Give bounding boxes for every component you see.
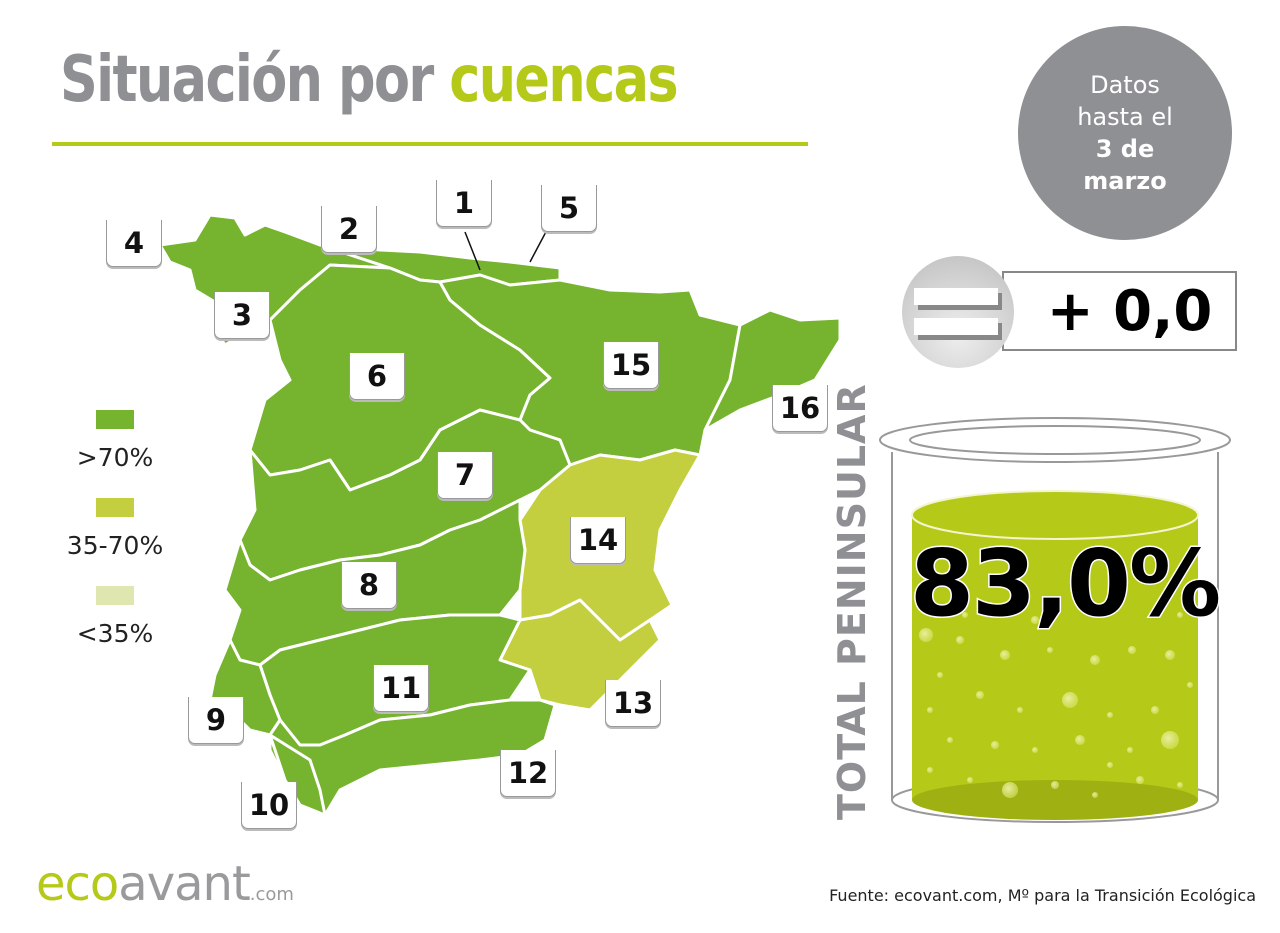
legend-swatch [96,586,134,605]
legend-label: >70% [76,443,154,472]
legend-label: <35% [76,619,154,648]
legend-swatch [96,410,134,429]
page-title: Situación por cuencas [60,40,679,120]
basin-badge-11: 11 [373,665,429,712]
date-line4: marzo [1083,167,1167,195]
date-line3: 3 de [1095,135,1155,163]
equal-icon [902,256,1014,368]
title-underline [52,142,808,146]
source-note: Fuente: ecovant.com, Mº para la Transici… [829,886,1256,905]
basin-badge-2: 2 [321,206,377,253]
basin-badge-16: 16 [772,385,828,432]
date-badge: Datos hasta el 3 de marzo [1018,26,1232,240]
title-part1: Situación por [60,43,434,117]
basin-badge-15: 15 [603,342,659,389]
date-line1: Datos [1090,71,1160,99]
basin-badge-8: 8 [341,562,397,609]
logo-avant: avant [118,856,250,912]
legend-label: 35-70% [66,531,164,560]
basin-badge-3: 3 [214,292,270,339]
total-percentage: 83,0% [909,529,1223,639]
basin-badge-9: 9 [188,697,244,744]
logo-com: .com [249,884,294,905]
legend-item-low: <35% [50,586,180,648]
change-value: + 0,0 [1002,271,1237,351]
basin-badge-5: 5 [541,185,597,232]
basin-badge-6: 6 [349,353,405,400]
reservoir-jar-icon [879,417,1231,823]
basin-badge-1: 1 [436,180,492,227]
basin-badge-14: 14 [570,517,626,564]
basin-badge-4: 4 [106,220,162,267]
legend: >70% 35-70% <35% [50,410,180,674]
ecoavant-logo: ecoavant.com [36,858,294,921]
total-peninsular-label: TOTAL PENINSULAR [830,383,874,820]
basin-badge-10: 10 [241,782,297,829]
basin-badge-7: 7 [437,452,493,499]
date-line2: hasta el [1077,103,1173,131]
title-part2: cuencas [449,43,678,117]
legend-item-high: >70% [50,410,180,472]
legend-item-mid: 35-70% [50,498,180,560]
legend-swatch [96,498,134,517]
basin-badge-13: 13 [605,680,661,727]
basin-badge-12: 12 [500,750,556,797]
logo-eco: eco [36,856,119,912]
